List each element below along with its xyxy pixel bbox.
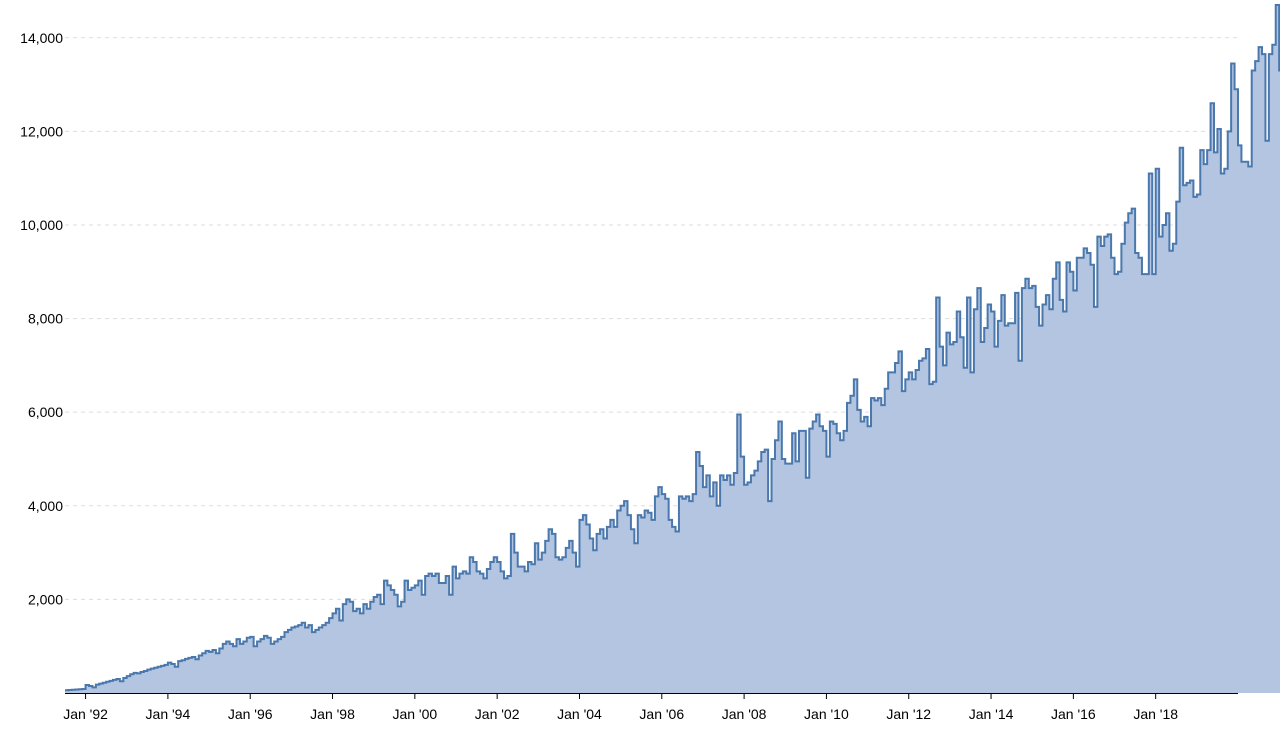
area-fill bbox=[65, 5, 1280, 693]
y-tick-label: 14,000 bbox=[20, 30, 63, 46]
area-layer bbox=[65, 4, 1280, 693]
x-tick-label: Jan '98 bbox=[310, 706, 355, 722]
y-tick-label: 2,000 bbox=[28, 591, 63, 607]
x-tick-label: Jan '04 bbox=[557, 706, 602, 722]
x-tick-label: Jan '14 bbox=[969, 706, 1014, 722]
y-tick-label: 10,000 bbox=[20, 217, 63, 233]
y-tick-label: 6,000 bbox=[28, 404, 63, 420]
x-tick-label: Jan '92 bbox=[63, 706, 108, 722]
series-line bbox=[65, 4, 1280, 692]
x-tick-label: Jan '16 bbox=[1051, 706, 1096, 722]
y-tick-label: 12,000 bbox=[20, 123, 63, 139]
y-tick-label: 8,000 bbox=[28, 311, 63, 327]
x-tick-label: Jan '02 bbox=[475, 706, 520, 722]
x-tick-label: Jan '18 bbox=[1133, 706, 1178, 722]
x-tick-label: Jan '08 bbox=[722, 706, 767, 722]
x-tick-label: Jan '12 bbox=[886, 706, 931, 722]
x-tick-label: Jan '00 bbox=[392, 706, 437, 722]
x-tick-label: Jan '10 bbox=[804, 706, 849, 722]
grid-layer bbox=[65, 37, 1238, 600]
x-tick-label: Jan '06 bbox=[639, 706, 684, 722]
y-tick-label: 4,000 bbox=[28, 498, 63, 514]
axis-layer: 2,000 4,000 6,000 8,000 10,000 12,000 14,000 Ja… bbox=[20, 30, 1238, 722]
x-tick-label: Jan '94 bbox=[146, 706, 191, 722]
x-tick-label: Jan '96 bbox=[228, 706, 273, 722]
